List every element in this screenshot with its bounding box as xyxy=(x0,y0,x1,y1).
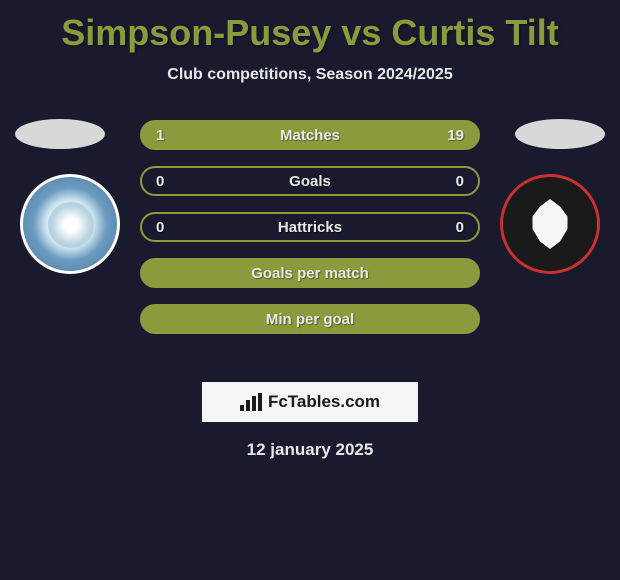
stat-label: Min per goal xyxy=(266,311,354,328)
player-photo-left xyxy=(15,119,105,149)
stat-rows: 1 Matches 19 0 Goals 0 0 Hattricks 0 Goa… xyxy=(140,120,480,350)
stat-label: Matches xyxy=(280,127,340,144)
stat-label: Goals per match xyxy=(251,265,369,282)
stat-row-min-per-goal: Min per goal xyxy=(140,304,480,334)
team-badge-left xyxy=(20,174,120,274)
stat-row-goals: 0 Goals 0 xyxy=(140,166,480,196)
stat-right-val: 0 xyxy=(456,173,464,190)
page-title: Simpson-Pusey vs Curtis Tilt xyxy=(0,0,620,54)
date-label: 12 january 2025 xyxy=(0,440,620,460)
stat-row-hattricks: 0 Hattricks 0 xyxy=(140,212,480,242)
brand-logo[interactable]: FcTables.com xyxy=(202,382,418,422)
stat-row-goals-per-match: Goals per match xyxy=(140,258,480,288)
brand-text: FcTables.com xyxy=(268,392,380,412)
stat-left-val: 0 xyxy=(156,219,164,236)
stat-right-val: 19 xyxy=(447,127,464,144)
stat-row-matches: 1 Matches 19 xyxy=(140,120,480,150)
player-photo-right xyxy=(515,119,605,149)
stat-right-val: 0 xyxy=(456,219,464,236)
stat-left-val: 0 xyxy=(156,173,164,190)
stat-label: Hattricks xyxy=(278,219,342,236)
chart-icon xyxy=(240,393,262,411)
stat-left-val: 1 xyxy=(156,127,164,144)
lion-icon xyxy=(525,199,575,249)
team-badge-right xyxy=(500,174,600,274)
comparison-area: 1 Matches 19 0 Goals 0 0 Hattricks 0 Goa… xyxy=(0,114,620,374)
subtitle: Club competitions, Season 2024/2025 xyxy=(0,66,620,84)
stat-label: Goals xyxy=(289,173,331,190)
